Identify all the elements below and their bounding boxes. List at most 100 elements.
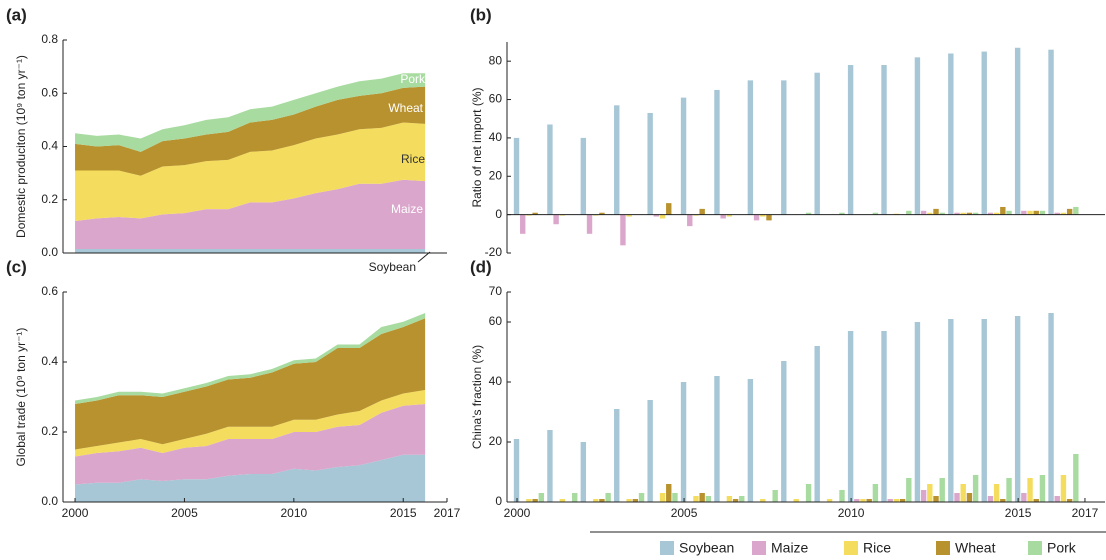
bar: [760, 214, 766, 217]
area-label: Rice: [401, 152, 425, 166]
y-tick-label: 80: [489, 53, 503, 67]
bar: [906, 210, 912, 215]
bar: [647, 400, 653, 502]
bar: [1066, 499, 1073, 502]
bar: [580, 442, 587, 502]
panel-title: (d): [470, 257, 492, 276]
bar: [914, 322, 921, 502]
area: [75, 249, 426, 253]
bar: [939, 212, 945, 215]
bar: [887, 499, 893, 502]
bar: [699, 493, 705, 502]
bar: [732, 499, 739, 502]
bar: [680, 97, 687, 215]
y-axis-label: Ratio of net import (%): [470, 87, 484, 207]
label-pointer: [417, 251, 431, 263]
bar: [981, 319, 987, 502]
bar: [666, 203, 672, 215]
bar: [705, 496, 712, 502]
x-tick-label: 2000: [504, 506, 531, 520]
bar: [605, 493, 611, 502]
bar: [672, 493, 678, 502]
bar: [839, 490, 845, 502]
y-tick-label: 0: [495, 207, 502, 221]
area: [75, 179, 426, 250]
bar: [1021, 493, 1027, 502]
area-label: Maize: [391, 202, 423, 216]
bar: [638, 493, 645, 502]
bar: [1027, 478, 1033, 502]
bar: [680, 382, 687, 502]
bar: [714, 376, 720, 502]
bar: [1014, 316, 1021, 502]
y-tick-label: 0.0: [41, 494, 58, 508]
y-tick-label: 60: [489, 314, 503, 328]
bar: [1000, 206, 1006, 215]
bar: [620, 214, 626, 246]
bar: [1048, 313, 1054, 502]
legend-swatch: [936, 541, 950, 555]
legend-label: Pork: [1047, 540, 1077, 556]
y-tick-label: 0: [495, 494, 502, 508]
bar: [753, 214, 760, 221]
bar: [899, 499, 906, 502]
bar: [739, 496, 745, 502]
bar: [559, 499, 566, 502]
bar: [920, 210, 927, 215]
bar: [933, 208, 939, 215]
bar: [632, 499, 639, 502]
bar: [814, 346, 820, 502]
bar: [948, 319, 954, 502]
bar: [532, 212, 538, 215]
bar: [586, 214, 593, 234]
bar: [993, 212, 1000, 215]
bar: [1014, 47, 1021, 215]
bar: [593, 499, 599, 502]
area: [75, 454, 426, 502]
y-tick-label: 40: [489, 374, 503, 388]
panel-title: (b): [470, 5, 492, 24]
bar: [532, 499, 538, 502]
bar: [614, 105, 620, 215]
bar: [881, 65, 887, 215]
bar: [805, 212, 812, 215]
bar: [1073, 454, 1079, 502]
x-tick-label: 2000: [62, 506, 89, 520]
bar: [972, 475, 979, 502]
bar: [1006, 478, 1012, 502]
area: [75, 404, 426, 485]
bar: [920, 490, 927, 502]
bar: [1027, 210, 1033, 215]
legend-swatch: [752, 541, 766, 555]
bar: [927, 484, 933, 502]
bar: [847, 331, 854, 502]
area-label: Wheat: [388, 101, 423, 115]
bar: [647, 112, 653, 215]
bar: [1033, 210, 1039, 215]
bar: [747, 80, 754, 215]
bar: [1073, 206, 1079, 215]
bar: [1060, 475, 1067, 502]
area-label: Soybean: [369, 260, 416, 274]
bar: [933, 496, 939, 502]
bar: [814, 72, 820, 215]
bar: [553, 214, 559, 225]
bar: [626, 499, 632, 502]
bar: [693, 496, 699, 502]
y-tick-label: 70: [489, 284, 503, 298]
bar: [1060, 212, 1067, 215]
bar: [659, 214, 666, 219]
area: [75, 318, 426, 450]
x-tick-label: 2010: [838, 506, 865, 520]
legend-label: Rice: [863, 540, 891, 556]
bar: [826, 499, 833, 502]
bar: [781, 361, 787, 502]
bar: [927, 212, 933, 215]
bar: [547, 124, 553, 215]
bar: [860, 499, 866, 502]
bar: [939, 478, 945, 502]
legend-label: Maize: [771, 540, 809, 556]
bar: [966, 493, 973, 502]
bar: [599, 212, 605, 215]
